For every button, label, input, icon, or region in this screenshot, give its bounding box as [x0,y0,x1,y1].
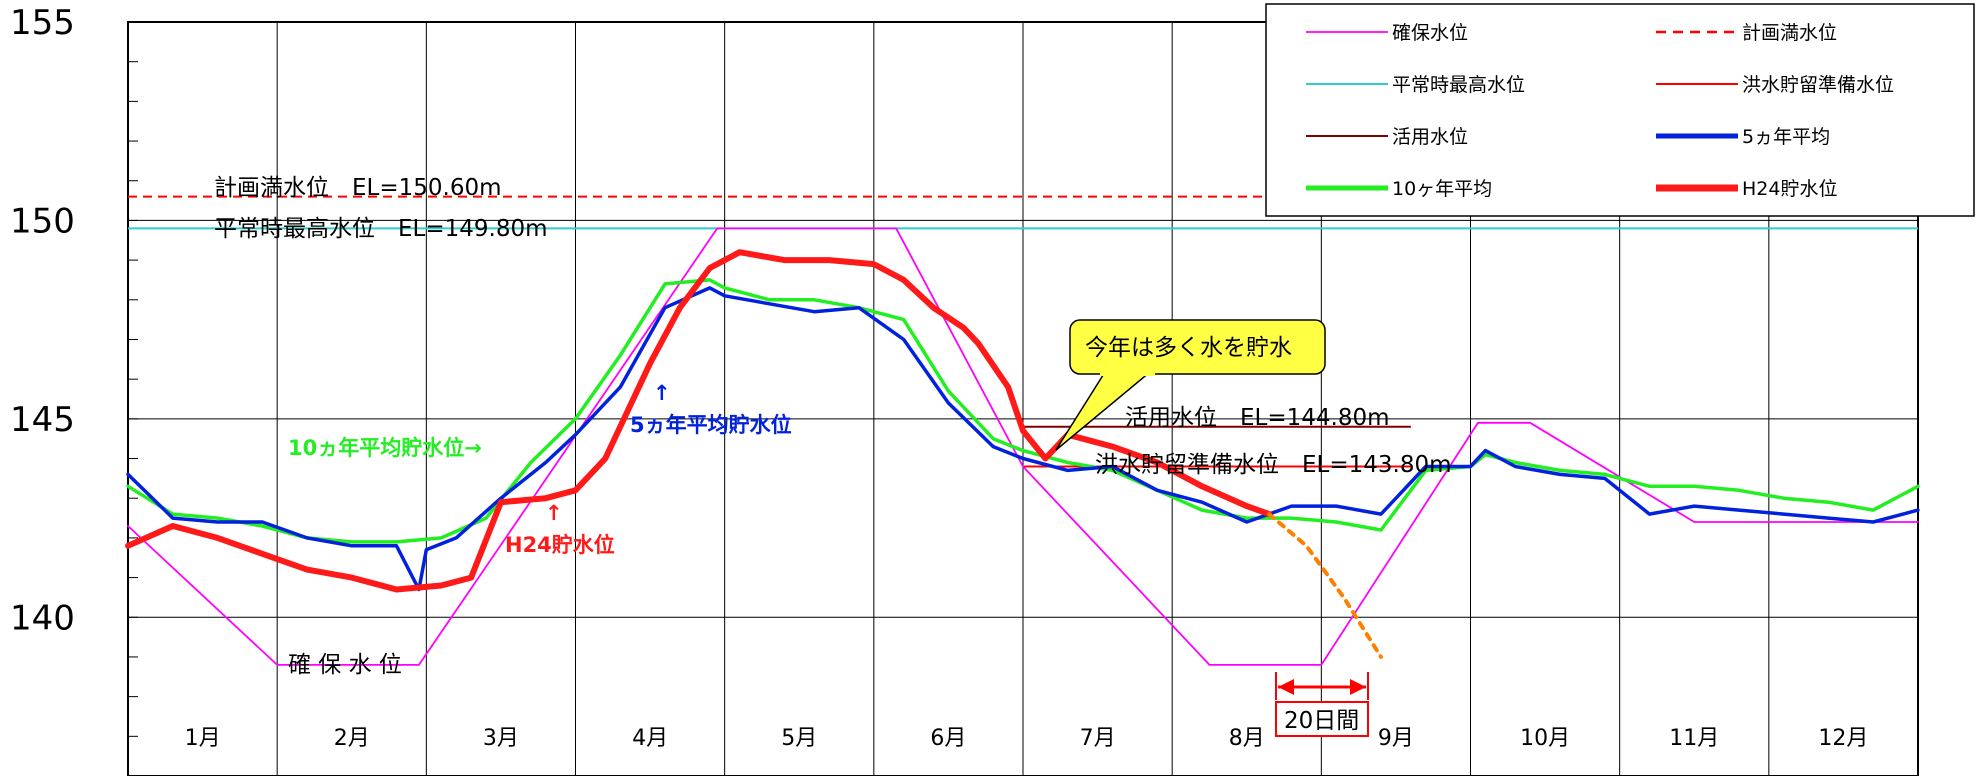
planned-level-annotation: 計画満水位 EL=150.60m [214,175,502,201]
avg5-line [126,286,1920,592]
callout-box [1069,319,1326,375]
y-axis-ticks: 155 150 145 140 [10,3,75,638]
gap-arrow-right [1350,679,1366,695]
y-tick-label: 140 [10,598,75,638]
month-label: 3月 [483,726,519,751]
x-axis-month-labels: 1月 2月 3月 4月 5月 6月 7月 8月 9月 10月 11月 12月 [185,726,1869,751]
month-label: 1月 [185,726,221,751]
legend-label-kakuho: 確保水位 [1392,22,1468,44]
gap-marker: 20日間 [1275,672,1369,737]
legend-label-normal_max: 平常時最高水位 [1392,74,1525,96]
month-label: 4月 [632,726,668,751]
kozui-annotation: 洪水貯留準備水位 EL=143.80m [1095,452,1452,478]
month-label: 11月 [1669,726,1719,751]
normal-max-annotation: 平常時最高水位 EL=149.80m [214,216,548,242]
kakuho-line [127,227,1919,666]
legend-label-avg10: 10ヶ年平均 [1392,178,1492,200]
avg10-line [126,278,1920,544]
month-label: 10月 [1520,726,1570,751]
legend-label-kozui: 洪水貯留準備水位 [1742,74,1894,96]
legend-label-katsuyo: 活用水位 [1392,126,1468,148]
y-tick-label: 150 [10,201,75,241]
callout-text: 今年は多く水を貯水 [1085,335,1292,361]
h24-arrow: ↑ [545,501,563,525]
y-tick-label: 155 [10,3,75,43]
legend-label-h24: H24貯水位 [1742,178,1837,200]
month-label: 2月 [334,726,370,751]
month-label: 5月 [781,726,817,751]
kakuho-annotation: 確 保 水 位 [288,652,402,678]
month-label: 7月 [1080,726,1116,751]
y-tick-label: 145 [10,400,75,440]
h24-forecast-line [1267,512,1383,659]
month-label: 6月 [930,726,966,751]
legend-label-avg5: 5ヵ年平均 [1742,126,1830,148]
month-label: 8月 [1229,726,1265,751]
callout: 今年は多く水を貯水 [1055,319,1326,451]
avg5-annotation: 5ヵ年平均貯水位 [630,413,792,437]
h24-annotation: H24貯水位 [505,533,615,557]
month-label: 9月 [1378,726,1414,751]
y-minor-ticks [128,21,138,776]
avg5-arrow: ↑ [653,381,671,405]
gap-label: 20日間 [1284,708,1359,734]
katsuyo-annotation: 活用水位 EL=144.80m [1125,405,1390,431]
legend-label-planned: 計画満水位 [1742,22,1837,44]
gap-label-box [1275,701,1369,737]
month-label: 12月 [1818,726,1868,751]
legend-box [1265,3,1975,217]
gap-arrow-left [1278,679,1294,695]
avg10-annotation: 10ヵ年平均貯水位→ [288,436,482,460]
